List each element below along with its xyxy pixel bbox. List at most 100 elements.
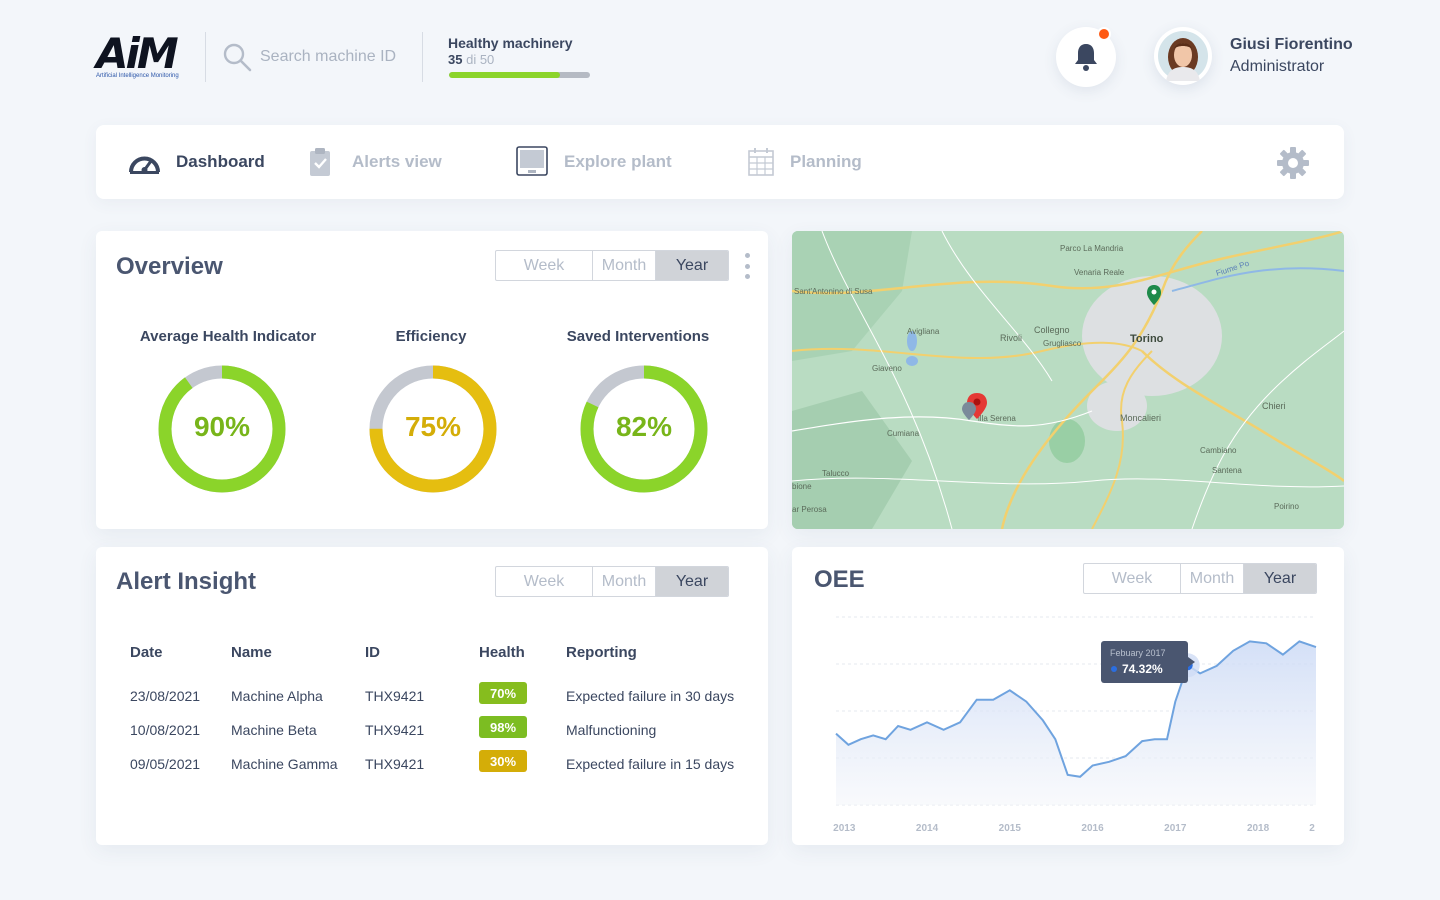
- notification-badge: [1097, 27, 1111, 41]
- tooltip-box: [1101, 641, 1188, 683]
- map-pin-icon[interactable]: [1147, 285, 1161, 305]
- gear-icon[interactable]: [1276, 146, 1310, 180]
- bell-icon: [1075, 44, 1097, 71]
- map-label-santantonino: Sant'Antonino di Susa: [794, 287, 873, 296]
- more-options-icon[interactable]: [743, 253, 751, 279]
- user-role: Administrator: [1230, 58, 1325, 75]
- column-header-date[interactable]: Date: [130, 644, 163, 661]
- main-navigation: Dashboard Alerts view Explore plant Plan…: [96, 125, 1344, 199]
- nav-item-dashboard[interactable]: Dashboard: [129, 125, 265, 199]
- nav-label: Dashboard: [176, 152, 265, 171]
- speedometer-icon: [129, 156, 160, 174]
- column-header-reporting[interactable]: Reporting: [566, 644, 637, 661]
- overview-card: Overview Week Month Year Average Health …: [96, 231, 768, 529]
- row-date: 23/08/2021: [130, 688, 201, 704]
- period-month[interactable]: Month: [593, 567, 656, 596]
- saved-interventions-gauge: [580, 365, 708, 493]
- avatar[interactable]: [1154, 27, 1212, 85]
- health-badge: 70%: [479, 682, 527, 704]
- tooltip-value: 74.32%: [1122, 662, 1163, 676]
- x-tick-label: 2: [1309, 823, 1315, 834]
- overview-title: Overview: [116, 253, 223, 280]
- map-label-torino: Torino: [1130, 333, 1164, 345]
- row-reporting: Expected failure in 15 days: [566, 756, 735, 772]
- oee-title: OEE: [814, 566, 865, 593]
- alert-insight-title: Alert Insight: [116, 568, 257, 595]
- row-id: THX9421: [365, 722, 425, 738]
- map-view[interactable]: Torino Moncalieri Chieri Collegno Grugli…: [792, 231, 1344, 529]
- header-divider: [205, 32, 206, 82]
- header-divider: [422, 32, 423, 82]
- map-label-parco: Parco La Mandria: [1060, 244, 1124, 253]
- nav-item-explore-plant[interactable]: Explore plant: [516, 125, 672, 199]
- row-name: Machine Alpha: [231, 688, 323, 704]
- map-label-talucco: Talucco: [822, 469, 850, 478]
- overview-period-selector[interactable]: Week Month Year: [495, 250, 729, 281]
- nav-item-alerts-view[interactable]: Alerts view: [308, 125, 442, 199]
- map-label-moncalieri: Moncalieri: [1120, 413, 1161, 423]
- map-label-santena: Santena: [1212, 466, 1242, 475]
- alert-insight-card: Alert Insight Week Month Year Date Name …: [96, 547, 768, 845]
- map-card[interactable]: Torino Moncalieri Chieri Collegno Grugli…: [792, 231, 1344, 529]
- monitor-icon: [516, 146, 548, 176]
- map-label-rivoli: Rivoli: [1000, 333, 1022, 343]
- map-label-chieri: Chieri: [1262, 401, 1286, 411]
- user-photo: [1158, 31, 1208, 81]
- notifications-button[interactable]: [1056, 27, 1116, 87]
- map-label-cambiano: Cambiano: [1200, 446, 1237, 455]
- map-label-villa-serena: illa Serena: [978, 414, 1016, 423]
- clipboard-check-icon: [310, 148, 330, 176]
- search-icon: [223, 43, 252, 72]
- oee-area: [836, 641, 1316, 805]
- x-tick-label: 2015: [999, 823, 1022, 834]
- period-month[interactable]: Month: [1181, 564, 1244, 593]
- health-badge: 98%: [479, 716, 527, 738]
- calendar-grid-icon: [748, 148, 774, 176]
- row-date: 10/08/2021: [130, 722, 201, 738]
- oee-card: OEE Week Month Year 2013 2014 2015 2016 2017…: [792, 547, 1344, 845]
- nav-label: Explore plant: [564, 152, 672, 171]
- period-year[interactable]: Year: [656, 251, 728, 280]
- search-input[interactable]: [260, 44, 410, 70]
- map-label-avigliana: Avigliana: [907, 327, 940, 336]
- gauge-label: Saved Interventions: [566, 328, 710, 345]
- gauge-label: Average Health Indicator: [139, 328, 317, 345]
- x-tick-label: 2018: [1247, 823, 1270, 834]
- period-week[interactable]: Week: [496, 567, 593, 596]
- period-week[interactable]: Week: [496, 251, 593, 280]
- period-week[interactable]: Week: [1084, 564, 1181, 593]
- row-reporting: Expected failure in 30 days: [566, 688, 735, 704]
- period-year[interactable]: Year: [656, 567, 728, 596]
- column-header-name[interactable]: Name: [231, 644, 272, 661]
- row-name: Machine Gamma: [231, 756, 338, 772]
- x-tick-label: 2014: [916, 823, 939, 834]
- column-header-health[interactable]: Health: [479, 644, 525, 661]
- period-year[interactable]: Year: [1244, 564, 1316, 593]
- healthy-machinery-title: Healthy machinery: [448, 35, 573, 51]
- row-id: THX9421: [365, 756, 425, 772]
- healthy-machinery-progress-fill: [449, 72, 561, 78]
- oee-period-selector[interactable]: Week Month Year: [1083, 563, 1317, 594]
- health-gauge: [158, 365, 286, 493]
- logo-subtitle: Artificial Intelligence Monitoring: [96, 73, 179, 79]
- alert-period-selector[interactable]: Week Month Year: [495, 566, 729, 597]
- healthy-count-value: 35: [448, 52, 463, 67]
- nav-item-planning[interactable]: Planning: [748, 125, 862, 199]
- row-name: Machine Beta: [231, 722, 317, 738]
- map-label-venaria: Venaria Reale: [1074, 268, 1125, 277]
- x-tick-label: 2017: [1164, 823, 1187, 834]
- app-logo[interactable]: AiM Artificial Intelligence Monitoring: [96, 32, 182, 82]
- map-label-poirino: Poirino: [1274, 502, 1299, 511]
- x-tick-label: 2013: [833, 823, 856, 834]
- row-date: 09/05/2021: [130, 756, 201, 772]
- tooltip-label: Febuary 2017: [1110, 648, 1166, 658]
- map-pin-icon[interactable]: [962, 402, 976, 420]
- period-month[interactable]: Month: [593, 251, 656, 280]
- map-label-grugliasco: Grugliasco: [1043, 339, 1082, 348]
- row-reporting: Malfunctioning: [566, 722, 657, 738]
- efficiency-gauge: [369, 365, 497, 493]
- map-label-bione: bione: [792, 482, 812, 491]
- user-name: Giusi Fiorentino: [1230, 36, 1353, 53]
- oee-chart[interactable]: 2013 2014 2015 2016 2017 2018 2 Febuary 2017 7…: [792, 547, 1344, 845]
- column-header-id[interactable]: ID: [365, 644, 380, 661]
